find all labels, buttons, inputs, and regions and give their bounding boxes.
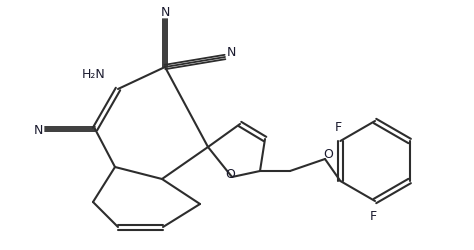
Text: H₂N: H₂N	[82, 67, 106, 80]
Text: O: O	[323, 147, 333, 160]
Text: N: N	[160, 6, 170, 18]
Text: N: N	[226, 46, 236, 59]
Text: F: F	[335, 120, 342, 134]
Text: O: O	[225, 167, 235, 180]
Text: N: N	[33, 123, 43, 136]
Text: F: F	[369, 209, 376, 222]
